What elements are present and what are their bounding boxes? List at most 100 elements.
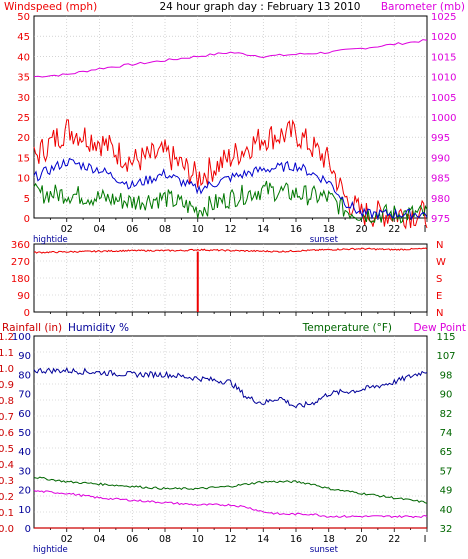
- panel-3-humidity-tick-label: 100: [12, 332, 31, 343]
- panel-1-right-tick-label: 985: [431, 174, 450, 185]
- wind-axis-label: Windspeed (mph): [4, 1, 97, 13]
- panel-2-left-tick-label: 90: [17, 291, 30, 302]
- panel-2-compass-label: N: [436, 308, 443, 319]
- panel-3-humidity-tick-label: 80: [18, 370, 31, 381]
- panel-3-xtick-label: 10: [192, 534, 204, 545]
- panel-1-left-tick-label: 0: [24, 214, 30, 225]
- panel-3-xtick-label: 06: [126, 534, 138, 545]
- panel-1-xtick-label: 18: [323, 224, 335, 235]
- panel-3-humidity-tick-label: 0: [25, 524, 31, 535]
- panel-3-xtick-label: 16: [290, 534, 302, 545]
- panel-1-xtick-label: I: [424, 224, 427, 235]
- panel-3-temp-tick-label: 32: [440, 524, 453, 535]
- temperature-line: [33, 476, 428, 504]
- panel-1-right-tick-label: 1000: [431, 113, 456, 124]
- panel-3-humidity-tick-label: 90: [18, 351, 31, 362]
- panel-1-right-tick-label: 1015: [431, 52, 456, 63]
- panel-3-rain-tick-label: 0.7: [0, 412, 14, 423]
- panel-2-compass-label: S: [436, 274, 442, 285]
- panel-3-humidity-tick-label: 10: [18, 505, 31, 516]
- panel-1-xtick-label: 20: [355, 224, 367, 235]
- panel-1-hightide-label: hightide: [33, 235, 68, 245]
- wind-avg-line: [33, 157, 428, 221]
- panel-3-temp-tick-label: 115: [436, 332, 455, 343]
- panel-1-left-tick-label: 20: [17, 133, 30, 144]
- panel-1-sunset-label: sunset: [310, 235, 339, 245]
- panel-3-xtick-label: 22: [388, 534, 400, 545]
- panel-3-temp-tick-label: 90: [440, 390, 453, 401]
- panel-2-left-tick-label: 0: [24, 308, 30, 319]
- panel-1-left-tick-label: 40: [17, 52, 30, 63]
- panel-3-rain-tick-label: 0.9: [0, 380, 14, 391]
- panel-3-humidity-tick-label: 60: [18, 409, 31, 420]
- panel-3-rain-tick-label: 0.2: [0, 492, 14, 503]
- panel-1-left-tick-label: 50: [17, 12, 30, 23]
- panel-2-left-tick-label: 180: [11, 274, 30, 285]
- barometer-axis-label: Barometer (mb): [381, 1, 465, 13]
- panel-1-left-tick-label: 25: [17, 113, 30, 124]
- panel-1-left-tick-label: 15: [17, 153, 30, 164]
- panel-1-left-tick-label: 10: [17, 174, 30, 185]
- panel-3-temp-tick-label: 74: [440, 428, 453, 439]
- temperature-axis-label: Temperature (°F): [302, 322, 392, 334]
- panel-3-humidity-tick-label: 20: [18, 486, 31, 497]
- panel-3-rain-tick-label: 0.0: [0, 524, 14, 535]
- panel-3-xtick-label: 18: [323, 534, 335, 545]
- panel-1-right-tick-label: 1010: [431, 73, 456, 84]
- panel-3-temp-tick-label: 82: [440, 409, 453, 420]
- panel-3-temp-tick-label: 40: [440, 505, 453, 516]
- humidity-line: [33, 366, 428, 409]
- panel-1-right-tick-label: 995: [431, 133, 450, 144]
- panel-3-temp-tick-label: 107: [436, 351, 455, 362]
- panel-2-compass-label: W: [436, 257, 446, 268]
- chart-title: 24 hour graph day : February 13 2010: [160, 1, 361, 13]
- panel-1-xtick-label: 16: [290, 224, 302, 235]
- panel-3-rain-tick-label: 1.0: [0, 364, 14, 375]
- panel-1-xtick-label: 04: [93, 224, 105, 235]
- panel-3-xtick-label: 02: [61, 534, 73, 545]
- panel-3-xtick-label: 08: [159, 534, 171, 545]
- dewpoint-axis-label: Dew Point: [413, 322, 466, 334]
- panel-3-rain-tick-label: 1.2: [0, 332, 14, 343]
- panel-1-left-tick-label: 35: [17, 73, 30, 84]
- panel-3-rain-tick-label: 0.1: [0, 508, 14, 519]
- panel-3-rain-tick-label: 0.4: [0, 460, 14, 471]
- panel-2-compass-label: N: [436, 240, 443, 251]
- dewpoint-line: [33, 489, 428, 519]
- panel-1-left-tick-label: 45: [17, 32, 30, 43]
- panel-1-left-tick-label: 5: [24, 194, 30, 205]
- panel-3-temp-tick-label: 57: [440, 466, 453, 477]
- panel-3-xtick-label: 20: [355, 534, 367, 545]
- panel-3-rain-tick-label: 0.3: [0, 476, 14, 487]
- panel-1-right-tick-label: 990: [431, 153, 450, 164]
- panel-2-left-tick-label: 360: [11, 240, 30, 251]
- panel-1-right-tick-label: 980: [431, 194, 450, 205]
- wind-low-line: [33, 180, 428, 224]
- barometer-line: [33, 39, 428, 78]
- panel-1-xtick-label: 10: [192, 224, 204, 235]
- panel-1-xtick-label: 02: [61, 224, 73, 235]
- panel-1-right-tick-label: 975: [431, 214, 450, 225]
- panel-3-humidity-tick-label: 30: [18, 466, 31, 477]
- panel-3-xtick-label: 12: [224, 534, 236, 545]
- panel-1-xtick-label: 06: [126, 224, 138, 235]
- panel-2-left-tick-label: 270: [11, 257, 30, 268]
- panel-3-rain-tick-label: 0.5: [0, 444, 14, 455]
- panel-3-hightide-label: hightide: [33, 545, 68, 555]
- panel-3-temp-tick-label: 65: [440, 447, 453, 458]
- panel-1-xtick-label: 12: [224, 224, 236, 235]
- panel-3-humidity-tick-label: 40: [18, 447, 31, 458]
- panel-1-xtick-label: 14: [257, 224, 269, 235]
- wind-high-line: [33, 119, 428, 230]
- panel-1-xtick-label: 08: [159, 224, 171, 235]
- panel-3-xtick-label: 04: [93, 534, 105, 545]
- panel-3-rain-tick-label: 1.1: [0, 348, 14, 359]
- panel-3-sunset-label: sunset: [310, 545, 339, 555]
- wind-direction-line: [33, 247, 428, 254]
- panel-3-humidity-tick-label: 70: [18, 390, 31, 401]
- panel-1-left-tick-label: 30: [17, 93, 30, 104]
- panel-3-xtick-label: I: [424, 534, 427, 545]
- panel-2-compass-label: E: [436, 291, 442, 302]
- panel-3-temp-tick-label: 49: [440, 486, 453, 497]
- panel-1-right-tick-label: 1020: [431, 32, 456, 43]
